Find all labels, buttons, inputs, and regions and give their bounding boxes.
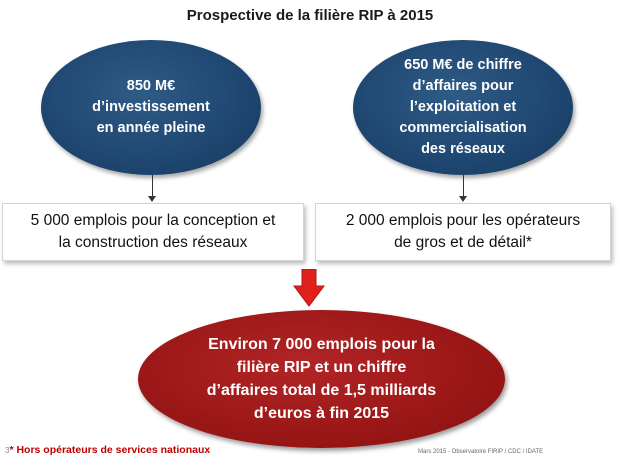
investment-line: en année pleine — [96, 120, 206, 136]
investment-line: d’investissement — [92, 99, 210, 115]
footnote: 3* Hors opérateurs de services nationaux — [5, 444, 210, 456]
revenue-line: 650 M€ de chiffre — [404, 57, 522, 73]
operator-jobs-line: 2 000 emplois pour les opérateurs — [345, 212, 581, 229]
source-credit: Mars 2015 - Observatoire FIRIP / CDC / I… — [418, 449, 544, 455]
design-jobs-line: la construction des réseaux — [58, 234, 248, 251]
operator-jobs-line: de gros et de détail* — [394, 234, 532, 251]
design-jobs-box: 5 000 emplois pour la conception et la c… — [2, 203, 304, 261]
design-jobs-line: 5 000 emplois pour la conception et — [30, 212, 276, 229]
down-arrow-icon — [293, 269, 325, 307]
page-title: Prospective de la filière RIP à 2015 — [186, 7, 434, 24]
revenue-line: des réseaux — [421, 141, 505, 157]
investment-line: 850 M€ — [126, 78, 176, 94]
revenue-oval: 650 M€ de chiffre d’affaires pour l’expl… — [353, 40, 573, 175]
slide-number: 3 — [5, 446, 10, 455]
revenue-line: commercialisation — [399, 120, 527, 136]
left-connector-arrowhead — [148, 196, 156, 202]
revenue-line: l’exploitation et — [409, 99, 517, 115]
investment-oval: 850 M€ d’investissement en année pleine — [41, 40, 261, 175]
right-connector-arrowhead — [459, 196, 467, 202]
summary-line: d’affaires total de 1,5 milliards — [206, 382, 437, 399]
total-summary-oval: Environ 7 000 emplois pour la filière RI… — [138, 310, 505, 448]
right-connector-line — [463, 175, 464, 197]
footnote-text: * Hors opérateurs de services nationaux — [9, 444, 211, 456]
operator-jobs-box: 2 000 emplois pour les opérateurs de gro… — [315, 203, 611, 261]
left-connector-line — [152, 175, 153, 197]
summary-line: Environ 7 000 emplois pour la — [208, 336, 435, 353]
revenue-line: d’affaires pour — [412, 78, 514, 94]
summary-line: filière RIP et un chiffre — [236, 359, 407, 376]
summary-line: d’euros à fin 2015 — [253, 405, 390, 422]
